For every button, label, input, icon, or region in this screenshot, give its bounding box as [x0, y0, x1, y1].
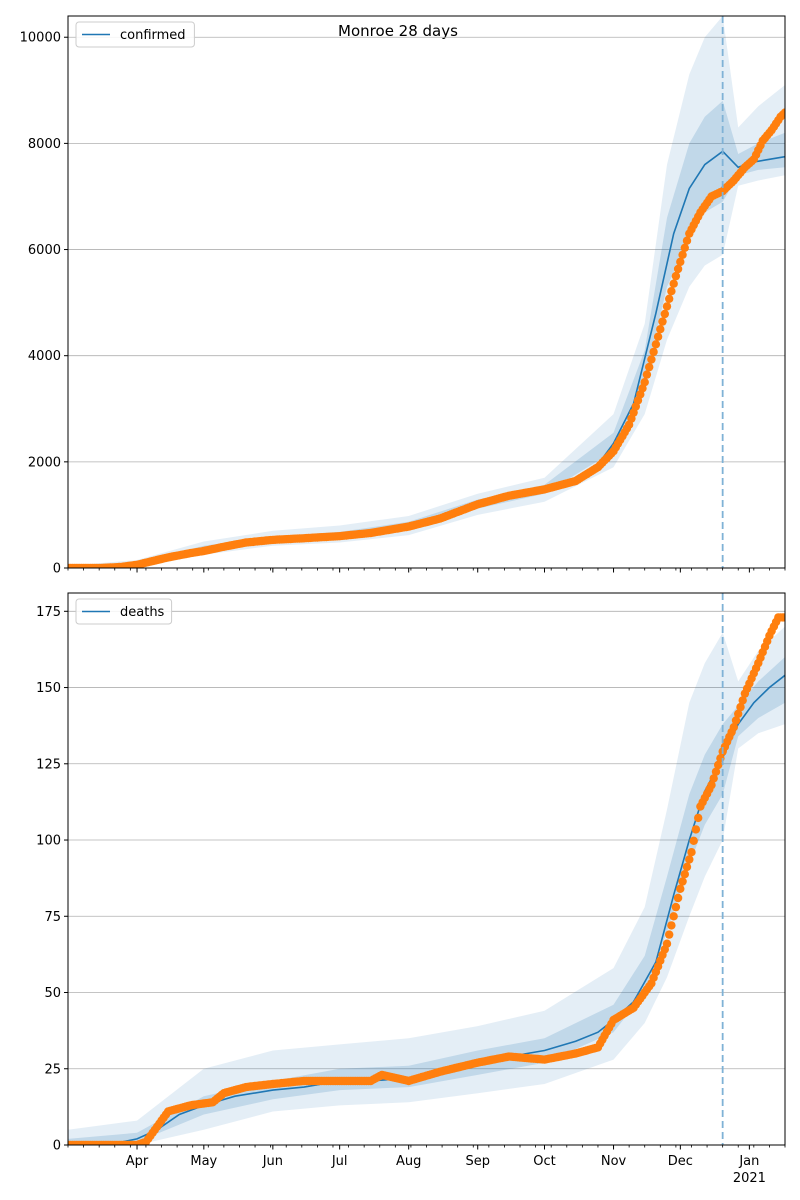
band-95 — [68, 16, 785, 568]
observed-point — [689, 836, 698, 845]
y-tick-label: 125 — [36, 757, 61, 772]
observed-point — [687, 848, 696, 857]
chart-title: Monroe 28 days — [338, 22, 458, 40]
observed-point — [678, 877, 687, 886]
observed-point — [680, 243, 689, 252]
observed-point — [731, 716, 741, 725]
observed-point — [738, 696, 747, 705]
y-tick-label: 8000 — [28, 137, 61, 152]
observed-point — [656, 325, 665, 334]
y-tick-label: 50 — [44, 986, 61, 1001]
x-tick-label: Nov — [601, 1154, 627, 1169]
y-tick-label: 10000 — [20, 31, 61, 46]
observed-point — [729, 723, 738, 732]
y-tick-label: 0 — [53, 562, 61, 577]
band-50 — [68, 100, 785, 568]
plot-area — [68, 16, 785, 568]
observed-point — [780, 613, 785, 622]
x-tick-label: Aug — [396, 1154, 421, 1169]
observed-point — [673, 264, 683, 274]
observed-point — [676, 257, 685, 267]
legend-box — [75, 21, 195, 48]
observed-point — [662, 302, 672, 311]
observed-point — [658, 317, 667, 326]
observed-point — [660, 309, 669, 319]
y-tick-label: 100 — [36, 834, 61, 849]
y-tick-label: 175 — [36, 605, 61, 620]
observed-point — [640, 378, 649, 387]
observed-point — [682, 236, 692, 245]
band-95 — [68, 626, 785, 1145]
legend: confirmed — [75, 21, 195, 48]
observed-point — [736, 702, 745, 712]
observed-point — [667, 287, 676, 296]
observed-point — [682, 862, 692, 872]
panel-confirmed: 0 2000 4000 6000 8000 10000 confirmed — [20, 15, 786, 577]
y-tick-label: 150 — [36, 681, 61, 696]
y-tick-label: 75 — [44, 910, 61, 925]
observed-point — [647, 355, 656, 364]
x-tick-label: Jan — [738, 1154, 759, 1169]
legend: deaths — [75, 598, 173, 625]
observed-point — [734, 709, 743, 718]
observed-point — [678, 250, 687, 259]
observed-point — [662, 939, 672, 948]
observed-point — [691, 825, 701, 834]
observed-point — [649, 347, 658, 357]
observed-point — [694, 813, 703, 823]
observed-point — [680, 870, 689, 879]
x-tick-label: Apr — [126, 1154, 149, 1169]
observed-point — [665, 294, 674, 303]
observed-point — [645, 362, 654, 372]
observed-point — [669, 912, 678, 921]
observed-point — [711, 767, 721, 776]
y-tick-label: 6000 — [28, 243, 61, 258]
band-50 — [68, 657, 785, 1145]
observed-point — [714, 760, 723, 770]
legend-box — [75, 598, 173, 625]
observed-point — [653, 332, 663, 341]
observed-point — [709, 774, 718, 783]
plot-area — [68, 613, 785, 1145]
observed-point — [780, 108, 785, 117]
observed-point — [671, 902, 681, 912]
observed-point — [676, 884, 685, 893]
y-tick-label: 25 — [44, 1062, 61, 1077]
x-tick-label: Jun — [262, 1154, 283, 1169]
observed-point — [642, 370, 652, 379]
observed-point — [651, 340, 661, 349]
observed-point — [685, 855, 694, 864]
x-tick-label: May — [190, 1154, 217, 1169]
x-tick-label: Oct — [533, 1154, 555, 1169]
x-tick-label: Sep — [465, 1154, 490, 1169]
y-tick-label: 0 — [53, 1139, 61, 1154]
y-tick-label: 2000 — [28, 455, 61, 470]
panel-deaths: 0 25 50 75 100 125 150 175 Apr May Jun Jul Aug Sep Oct… — [36, 592, 786, 1186]
observed-point — [671, 271, 681, 281]
observed-point — [673, 893, 683, 903]
x-tick-label: Dec — [668, 1154, 693, 1169]
observed-point — [667, 921, 676, 930]
observed-point — [665, 930, 674, 939]
observed-point — [707, 780, 716, 790]
legend-label: deaths — [120, 605, 165, 620]
x-year-label: 2021 — [733, 1171, 766, 1186]
observed-point — [669, 279, 678, 288]
x-tick-label: Jul — [331, 1154, 348, 1169]
y-tick-label: 4000 — [28, 349, 61, 364]
legend-label: confirmed — [120, 28, 186, 43]
